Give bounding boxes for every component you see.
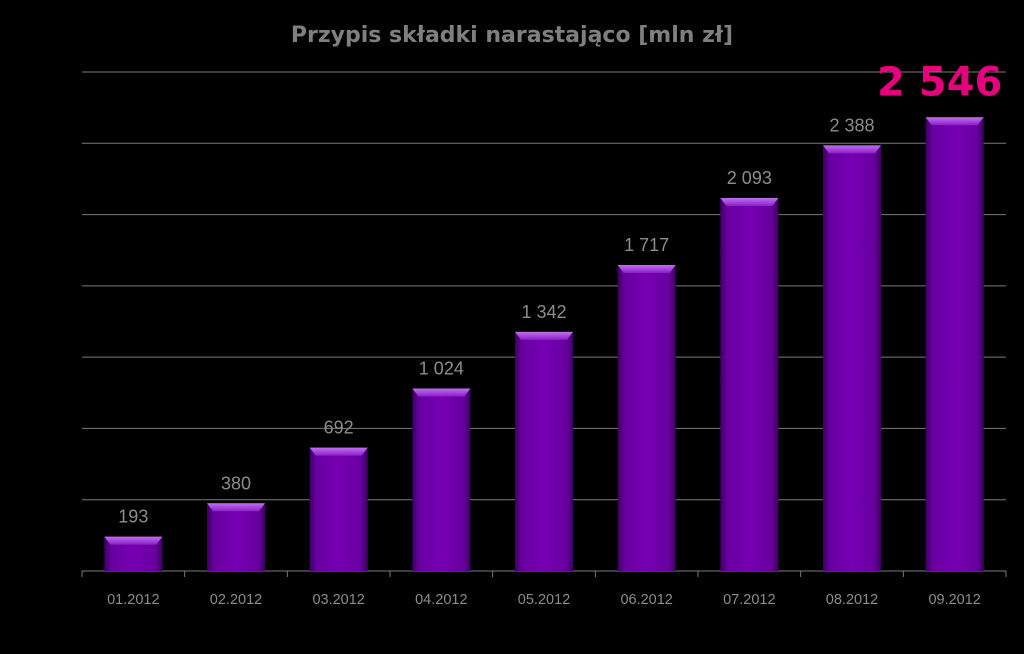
bar (309, 447, 368, 571)
bar-bevel (720, 197, 779, 206)
bar-09.2012 (925, 117, 984, 572)
value-label: 193 (118, 507, 148, 527)
bar-bevel (823, 145, 881, 154)
x-tick-label: 01.2012 (107, 592, 159, 608)
bar-bevel (309, 447, 368, 456)
x-tick-label: 07.2012 (723, 592, 775, 608)
highlight-value-label: 2 546 (877, 59, 1002, 105)
bar (720, 197, 779, 571)
value-label: 1 024 (419, 359, 464, 379)
bar-bevel (412, 388, 471, 397)
bar-08.2012 (823, 145, 881, 571)
value-label: 380 (221, 473, 251, 493)
bar (925, 117, 984, 572)
x-tick-label: 06.2012 (620, 592, 672, 608)
bar (207, 503, 265, 571)
x-axis: 01.2012 02.2012 03.2012 04.2012 05.2012 06.20… (81, 571, 1007, 608)
bar-02.2012 (207, 503, 265, 571)
value-label: 2 388 (829, 115, 874, 135)
value-label: 692 (324, 418, 354, 438)
bar-bevel (515, 331, 573, 340)
x-tick-label: 04.2012 (415, 592, 467, 608)
bar-04.2012 (412, 388, 471, 571)
value-label: 1 717 (624, 235, 669, 255)
bar-bevel (925, 117, 984, 126)
bars (104, 117, 984, 572)
bar-05.2012 (515, 331, 573, 571)
value-label: 2 093 (727, 168, 772, 188)
x-tick-label: 03.2012 (312, 592, 364, 608)
bar (823, 145, 881, 571)
bar (515, 331, 573, 571)
value-label: 1 342 (521, 302, 566, 322)
bar-bevel (104, 536, 163, 545)
bar-bevel (207, 503, 265, 512)
bar-bevel (617, 265, 676, 274)
bar-07.2012 (720, 197, 779, 571)
bar-06.2012 (617, 265, 676, 571)
bar (617, 265, 676, 571)
chart-title: Przypis składki narastająco [mln zł] (291, 23, 733, 48)
bar-01.2012 (104, 536, 163, 571)
bar (412, 388, 471, 571)
x-tick-label: 02.2012 (210, 592, 262, 608)
x-tick-label: 05.2012 (518, 592, 570, 608)
x-tick-label: 09.2012 (928, 592, 980, 608)
bar-03.2012 (309, 447, 368, 571)
x-tick-label: 08.2012 (826, 592, 878, 608)
